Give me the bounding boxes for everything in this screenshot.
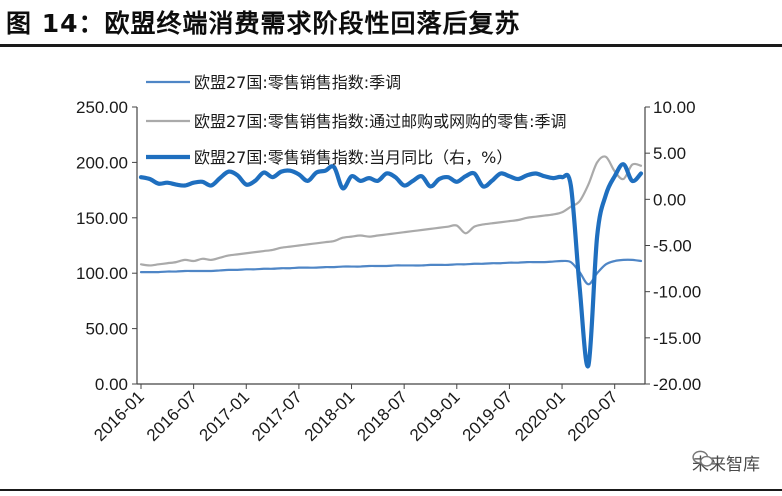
y-right-tick-label: 0.00 <box>653 190 686 209</box>
y-left-tick-label: 200.00 <box>76 153 128 172</box>
legend-label-3: 欧盟27国:零售销售指数:当月同比（右，%） <box>194 148 512 167</box>
y-right-tick-label: 5.00 <box>653 144 686 163</box>
chart-title: 图 14：欧盟终端消费需求阶段性回落后复苏 <box>6 9 521 38</box>
watermark: 未来智库 <box>692 450 760 475</box>
series-line-1 <box>139 258 643 286</box>
x-tick-label: 2016-07 <box>143 387 201 445</box>
y-right-tick-label: -15.00 <box>653 329 701 348</box>
series-line-3 <box>138 162 644 369</box>
y-right-tick-label: -20.00 <box>653 375 701 394</box>
bottom-divider <box>0 489 782 491</box>
x-tick-label: 2020-07 <box>564 387 622 445</box>
x-tick-label: 2017-07 <box>248 387 306 445</box>
y-right-tick-label: -10.00 <box>653 283 701 302</box>
legend-label-1: 欧盟27国:零售销售指数:季调 <box>194 73 401 92</box>
y-left-tick-label: 50.00 <box>85 320 128 339</box>
legend: 欧盟27国:零售销售指数:季调欧盟27国:零售销售指数:通过邮购或网购的零售:季… <box>146 73 567 167</box>
series-lines <box>138 155 644 369</box>
x-tick-label: 2016-01 <box>90 387 148 445</box>
y-right-tick-label: 10.00 <box>653 98 696 117</box>
series-line-2 <box>139 155 643 267</box>
x-tick-label: 2017-01 <box>196 387 254 445</box>
x-tick-label: 2019-01 <box>406 387 464 445</box>
x-tick-label: 2020-01 <box>511 387 569 445</box>
y-right-tick-label: -5.00 <box>653 237 692 256</box>
x-tick-label: 2018-01 <box>301 387 359 445</box>
wechat-icon <box>692 450 714 467</box>
title-divider <box>0 44 782 47</box>
y-left-tick-label: 250.00 <box>76 98 128 117</box>
x-tick-label: 2019-07 <box>459 387 517 445</box>
x-tick-label: 2018-07 <box>353 387 411 445</box>
y-left-tick-label: 150.00 <box>76 209 128 228</box>
y-left-tick-label: 100.00 <box>76 264 128 283</box>
y-left-tick-label: 0.00 <box>95 375 128 394</box>
legend-label-2: 欧盟27国:零售销售指数:通过邮购或网购的零售:季调 <box>194 112 567 131</box>
